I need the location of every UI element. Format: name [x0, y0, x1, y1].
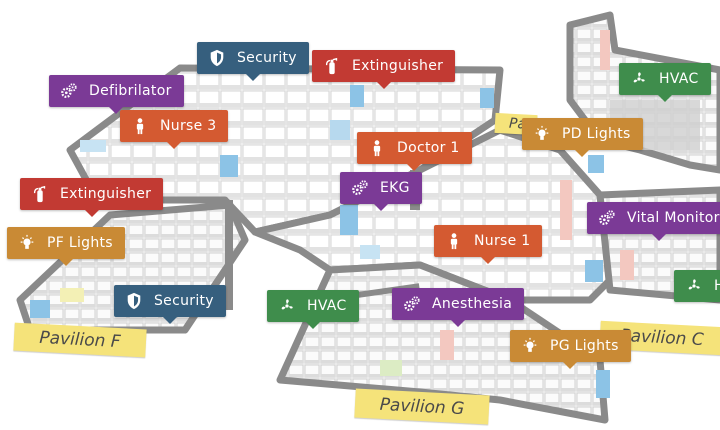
- highlighted-rooms: [30, 30, 634, 398]
- marker-extinguisher-left[interactable]: Extinguisher: [20, 178, 164, 217]
- marker-label: HVAC: [659, 71, 699, 87]
- marker-extinguisher-top[interactable]: Extinguisher: [312, 50, 456, 89]
- fan-icon: [277, 296, 297, 316]
- marker-label: Nurse 3: [160, 118, 217, 134]
- fan-icon: [684, 276, 704, 296]
- marker-hvac-top[interactable]: HVAC: [619, 63, 711, 102]
- marker-security-top[interactable]: Security: [197, 42, 309, 81]
- marker-defibrilator[interactable]: Defibrilator: [49, 75, 184, 114]
- lightbulb-icon: [17, 233, 37, 253]
- marker-label: Extinguisher: [60, 186, 152, 202]
- marker-nurse-1[interactable]: Nurse 1: [434, 225, 543, 264]
- marker-label: Extinguisher: [352, 58, 444, 74]
- marker-pg-lights[interactable]: PG Lights: [510, 330, 631, 369]
- marker-label: Defibrilator: [89, 83, 172, 99]
- gears-icon: [59, 81, 79, 101]
- shield-icon: [207, 48, 227, 68]
- marker-anesthesia[interactable]: Anesthesia: [392, 288, 525, 327]
- marker-label: PG Lights: [550, 338, 619, 354]
- marker-doctor-1[interactable]: Doctor 1: [357, 132, 472, 171]
- marker-hvac-middle[interactable]: HVAC: [267, 290, 359, 329]
- shield-icon: [124, 291, 144, 311]
- lightbulb-icon: [532, 124, 552, 144]
- marker-label: Nurse 1: [474, 233, 531, 249]
- gears-icon: [350, 178, 370, 198]
- marker-label: HVAC: [307, 298, 347, 314]
- marker-label: EKG: [380, 180, 410, 196]
- lightbulb-icon: [520, 336, 540, 356]
- marker-ekg[interactable]: EKG: [340, 172, 422, 211]
- person-icon: [130, 116, 150, 136]
- marker-label: Vital Monitor: [627, 210, 720, 226]
- marker-label: Anesthesia: [432, 296, 513, 312]
- marker-pd-lights[interactable]: PD Lights: [522, 118, 643, 157]
- person-icon: [444, 231, 464, 251]
- fire-extinguisher-icon: [30, 184, 50, 204]
- marker-label: HV: [714, 278, 720, 294]
- fan-icon: [629, 69, 649, 89]
- marker-label: Security: [237, 50, 297, 66]
- marker-nurse-3[interactable]: Nurse 3: [120, 110, 229, 149]
- gears-icon: [402, 294, 422, 314]
- marker-hvac-right[interactable]: HV: [674, 270, 720, 302]
- marker-vital-monitor[interactable]: Vital Monitor: [587, 202, 720, 241]
- fire-extinguisher-icon: [322, 56, 342, 76]
- marker-label: PF Lights: [47, 235, 113, 251]
- marker-pf-lights[interactable]: PF Lights: [7, 227, 125, 266]
- gears-icon: [597, 208, 617, 228]
- marker-security-bottom[interactable]: Security: [114, 285, 226, 324]
- marker-label: Doctor 1: [397, 140, 460, 156]
- marker-label: PD Lights: [562, 126, 631, 142]
- marker-label: Security: [154, 293, 214, 309]
- person-icon: [367, 138, 387, 158]
